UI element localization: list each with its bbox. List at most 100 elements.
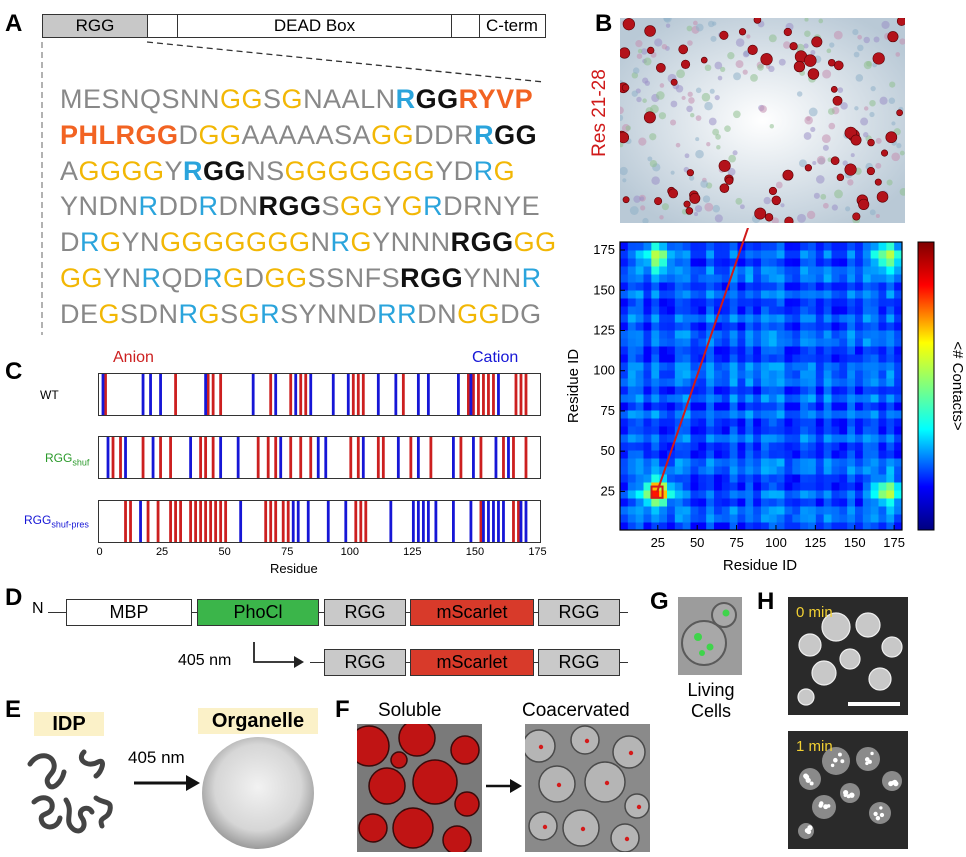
heatmap-cell — [667, 266, 676, 275]
heatmap-cell — [690, 418, 699, 427]
residue-21-28-bead — [793, 60, 806, 73]
cation-bar — [149, 374, 152, 415]
heatmap-cell — [862, 490, 872, 499]
heatmap-cell — [761, 482, 770, 491]
heatmap-cell — [847, 434, 856, 443]
soluble-droplet — [442, 825, 472, 852]
anion-bar — [299, 374, 303, 415]
living-cell-image — [678, 597, 742, 675]
heatmap-cell — [674, 490, 684, 499]
heatmap-cell — [855, 506, 864, 515]
heatmap-cell — [862, 266, 872, 275]
heatmap-cell — [862, 314, 872, 323]
heatmap-cell — [878, 410, 887, 419]
heatmap-cell — [627, 426, 637, 435]
heatmap-cell — [878, 498, 887, 507]
heatmap-cell — [855, 362, 864, 371]
heatmap-cell — [894, 354, 903, 363]
heatmap-cell — [855, 386, 864, 395]
heatmap-cell — [894, 338, 903, 347]
cation-bar — [434, 501, 438, 542]
heatmap-cell — [737, 386, 746, 395]
heatmap-cell — [753, 354, 762, 363]
heatmap-cell — [847, 450, 856, 459]
protein-bead — [879, 96, 888, 105]
residue-run: G — [98, 298, 121, 329]
heatmap-cell — [651, 378, 660, 387]
heatmap-cell — [667, 474, 676, 483]
heatmap-cell — [690, 314, 699, 323]
heatmap-cell — [745, 314, 754, 323]
protein-bead — [866, 60, 872, 67]
timelapse-1min: 1 min — [788, 731, 908, 849]
heatmap-cell — [894, 450, 903, 459]
anion-bar — [206, 374, 210, 415]
cell-1min — [869, 802, 891, 824]
heatmap-cell — [729, 346, 738, 355]
condensate-puncta — [875, 816, 881, 821]
heatmap-cell — [643, 378, 652, 387]
heatmap-cell — [823, 474, 832, 483]
heatmap-cell — [823, 442, 832, 451]
residue-run: GG — [264, 262, 308, 293]
heatmap-cell — [674, 418, 684, 427]
cation-bar — [421, 501, 425, 542]
heatmap-cell — [839, 346, 848, 355]
protein-bead — [735, 197, 743, 205]
heatmap-cell — [714, 322, 723, 331]
protein-bead — [620, 166, 628, 176]
heatmap-cell — [839, 506, 848, 515]
heatmap-cell — [690, 482, 699, 491]
residue-run: DDR — [414, 119, 475, 150]
heatmap-cell — [698, 522, 707, 531]
heatmap-cell — [682, 450, 691, 459]
protein-bead — [804, 30, 811, 37]
protein-bead — [810, 50, 816, 56]
protein-bead — [670, 170, 675, 175]
anion-bar — [514, 374, 518, 415]
protein-bead — [821, 134, 831, 144]
anion-bar — [274, 437, 278, 478]
heatmap-cell — [753, 306, 762, 315]
heatmap-cell — [847, 442, 856, 451]
heatmap-cell — [847, 330, 856, 339]
residue-21-28-bead — [832, 95, 843, 106]
residue-run: S — [220, 298, 239, 329]
residue-run: G — [223, 262, 245, 293]
heatmap-cell — [690, 434, 699, 443]
heatmap-cell — [682, 434, 691, 443]
heatmap-cell — [761, 306, 770, 315]
heatmap-cell — [651, 418, 660, 427]
condensate-puncta — [837, 752, 842, 757]
heatmap-cell — [847, 378, 856, 387]
heatmap-cell — [667, 282, 676, 291]
anion-bar — [289, 437, 293, 478]
heatmap-cell — [729, 402, 738, 411]
heatmap-cell — [839, 338, 848, 347]
heatmap-cell — [690, 330, 699, 339]
protein-bead — [850, 153, 855, 158]
condensate-puncta — [846, 794, 851, 799]
heatmap-cell — [768, 498, 778, 507]
heatmap-cell — [721, 466, 731, 475]
residue-21-28-bead — [881, 149, 889, 157]
cation-bar — [469, 374, 473, 415]
heatmap-cell — [698, 466, 707, 475]
condensate-puncta — [840, 759, 845, 764]
heatmap-cell — [839, 474, 848, 483]
residue-21-28-bead — [830, 156, 840, 166]
residue-run: D — [60, 227, 80, 258]
heatmap-cell — [823, 450, 832, 459]
heatmap-cell — [808, 386, 817, 395]
heatmap-cell — [651, 282, 660, 291]
heatmap-cell — [792, 338, 801, 347]
heatmap-cell — [729, 330, 738, 339]
anion-bar — [309, 437, 313, 478]
anion-bar — [214, 501, 218, 542]
heatmap-cell — [815, 450, 825, 459]
heatmap-cell — [792, 474, 801, 483]
protein-bead — [869, 209, 876, 216]
heatmap-cell — [729, 418, 738, 427]
heatmap-cell — [839, 282, 848, 291]
protein-bead — [706, 142, 711, 147]
